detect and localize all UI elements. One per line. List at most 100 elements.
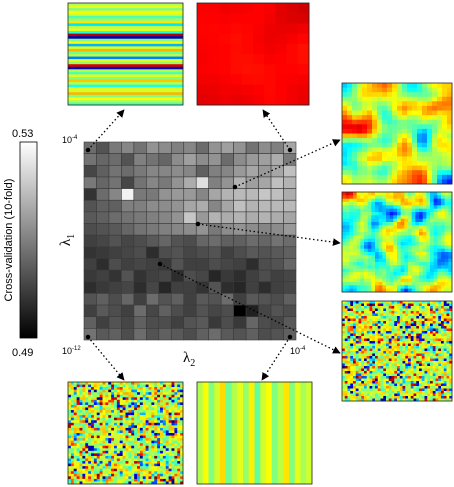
inset-pixel — [402, 368, 406, 372]
heatmap-cell — [245, 199, 259, 213]
inset-pixel — [378, 242, 383, 246]
inset-pixel — [422, 242, 427, 246]
inset-pixel — [355, 363, 359, 367]
inset-pixel — [402, 331, 406, 334]
inset-pixel — [137, 399, 141, 403]
inset-pixel — [286, 3, 299, 14]
inset-pixel — [344, 383, 348, 387]
inset-pixel — [421, 311, 425, 314]
inset-pixel — [397, 232, 402, 236]
inset-pixel — [438, 346, 442, 349]
inset-pixel — [410, 361, 414, 364]
inset-pixel — [424, 396, 428, 399]
inset-pixel — [275, 84, 287, 96]
inset-pixel — [174, 384, 178, 388]
inset-pixel — [137, 412, 141, 416]
inset-pixel — [134, 382, 138, 385]
inset-pixel — [410, 373, 414, 377]
inset-pixel — [119, 425, 124, 429]
inset-pixel — [347, 351, 351, 354]
inset-pixel — [415, 215, 420, 220]
inset-pixel — [93, 417, 98, 421]
inset-pixel — [391, 331, 395, 334]
inset-pixel — [442, 174, 448, 180]
inset-pixel — [148, 468, 152, 472]
inset-pixel — [449, 346, 453, 349]
inset-pixel — [208, 64, 220, 75]
inset-pixel — [73, 478, 78, 482]
inset-pixel — [134, 415, 138, 419]
inset-pixel — [443, 328, 447, 332]
inset-pixel — [397, 124, 403, 130]
inset-pixel — [447, 92, 453, 98]
inset-pixel — [392, 165, 398, 171]
heatmap-cell — [108, 281, 122, 294]
inset-pixel — [449, 341, 453, 344]
inset-pixel — [388, 346, 392, 349]
inset-pixel — [168, 468, 172, 472]
inset-pixel — [352, 179, 358, 185]
inset-pixel — [400, 198, 405, 203]
inset-pixel — [380, 393, 384, 397]
inset-pixel — [347, 396, 351, 399]
inset-pixel — [145, 392, 149, 396]
inset-pixel — [154, 392, 158, 396]
inset-pixel — [393, 282, 398, 286]
inset-pixel — [105, 410, 109, 413]
inset-pixel — [393, 232, 398, 236]
inset-pixel — [82, 392, 86, 396]
inset-pixel — [357, 128, 363, 134]
inset-pixel — [128, 399, 132, 403]
inset-pixel — [342, 356, 346, 359]
inset-pixel — [253, 33, 265, 45]
inset-pixel — [114, 476, 118, 480]
inset-pixel — [122, 466, 126, 470]
inset-pixel — [297, 33, 310, 45]
inset-pixel — [73, 445, 78, 449]
inset-pixel — [441, 316, 445, 319]
inset-pixel — [399, 306, 403, 309]
inset-pixel — [446, 321, 450, 324]
inset-pixel — [442, 110, 448, 116]
inset-pixel — [85, 468, 89, 472]
inset-pixel — [361, 373, 365, 377]
inset-pixel — [424, 333, 428, 337]
inset-pixel — [407, 138, 413, 144]
inset-pixel — [364, 343, 368, 347]
heatmap-cell — [146, 199, 160, 213]
inset-pixel — [402, 336, 406, 339]
inset-pixel — [441, 381, 445, 384]
inset-pixel — [435, 341, 439, 344]
inset-pixel — [165, 425, 170, 429]
inset-pixel — [177, 410, 181, 413]
inset-pixel — [142, 471, 147, 475]
heatmap-cell — [83, 234, 97, 248]
heatmap-cell — [170, 153, 185, 166]
inset-pixel — [355, 391, 359, 394]
inset-pixel — [397, 262, 402, 266]
inset-pixel — [421, 338, 425, 342]
inset-pixel — [383, 383, 387, 387]
inset-pixel — [162, 466, 167, 470]
inset-pixel — [76, 397, 80, 401]
inset-pixel — [349, 282, 354, 286]
inset-pixel — [114, 478, 118, 482]
inset-pixel — [405, 348, 409, 352]
inset-pixel — [369, 318, 373, 322]
inset-pixel — [410, 328, 414, 332]
heatmap-cell — [258, 234, 272, 248]
inset-pixel — [342, 316, 346, 319]
inset-pixel — [342, 151, 348, 157]
inset-pixel — [443, 376, 447, 379]
inset-pixel — [382, 242, 387, 246]
inset-pixel — [400, 255, 405, 260]
inset-pixel — [349, 228, 354, 233]
inset-pixel — [408, 288, 413, 293]
inset-pixel — [435, 331, 439, 334]
inset-pixel — [437, 242, 442, 246]
inset-pixel — [375, 371, 379, 374]
inset-pixel — [408, 218, 413, 223]
inset-pixel — [424, 323, 428, 327]
inset-pixel — [437, 174, 443, 180]
inset-pixel — [349, 238, 354, 243]
